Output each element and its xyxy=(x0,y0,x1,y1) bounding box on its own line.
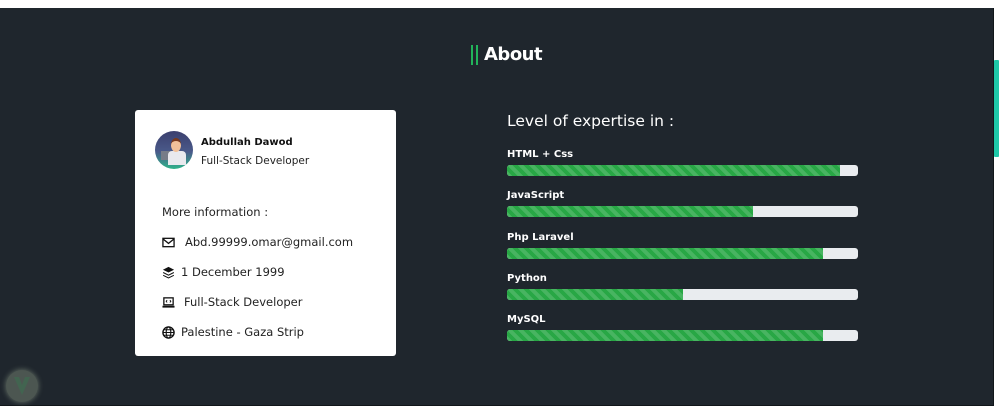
skill-progress-bar xyxy=(507,330,858,342)
section-title: About xyxy=(484,44,543,65)
laptop-code-icon xyxy=(162,296,175,308)
scrollbar-thumb[interactable] xyxy=(994,60,999,157)
job-text: Full-Stack Developer xyxy=(184,295,303,309)
profile-role: Full-Stack Developer xyxy=(201,155,310,167)
envelope-icon xyxy=(162,237,175,247)
skill-progress-fill xyxy=(507,247,823,259)
avatar xyxy=(155,131,193,169)
profile-card: Abdullah Dawod Full-Stack Developer More… xyxy=(135,110,396,356)
expertise-title: Level of expertise in : xyxy=(507,112,675,130)
skill-progress-fill xyxy=(507,165,841,176)
globe-icon xyxy=(162,325,175,339)
more-info-label: More information : xyxy=(162,205,269,219)
about-section: About Abdullah Dawod Full-Stack Develope… xyxy=(0,8,994,406)
skill-label: HTML + Css xyxy=(507,149,574,160)
skill-label: JavaScript xyxy=(507,190,565,202)
skill-progress-fill xyxy=(507,330,823,342)
birthdate-text: 1 December 1999 xyxy=(181,265,285,279)
section-heading: About xyxy=(471,44,543,65)
info-birthdate: 1 December 1999 xyxy=(162,265,285,279)
location-text: Palestine - Gaza Strip xyxy=(181,325,304,339)
layers-icon xyxy=(162,266,175,279)
skill-progress-bar xyxy=(507,247,858,259)
skill-label: MySQL xyxy=(507,314,546,326)
skill-progress-fill xyxy=(507,288,683,300)
skill-progress-bar xyxy=(507,165,858,176)
info-job: Full-Stack Developer xyxy=(162,295,302,309)
watermark-logo xyxy=(6,370,38,402)
heading-accent-bars xyxy=(471,44,478,65)
skill-label: Php Laravel xyxy=(507,231,574,243)
skill-progress-fill xyxy=(507,206,753,218)
info-location: Palestine - Gaza Strip xyxy=(162,325,304,339)
info-email: Abd.99999.omar@gmail.com xyxy=(162,235,353,249)
skill-progress-bar xyxy=(507,206,858,218)
email-text: Abd.99999.omar@gmail.com xyxy=(185,235,354,249)
profile-name: Abdullah Dawod xyxy=(201,137,293,148)
skill-progress-bar xyxy=(507,288,858,300)
skill-label: Python xyxy=(507,272,547,284)
